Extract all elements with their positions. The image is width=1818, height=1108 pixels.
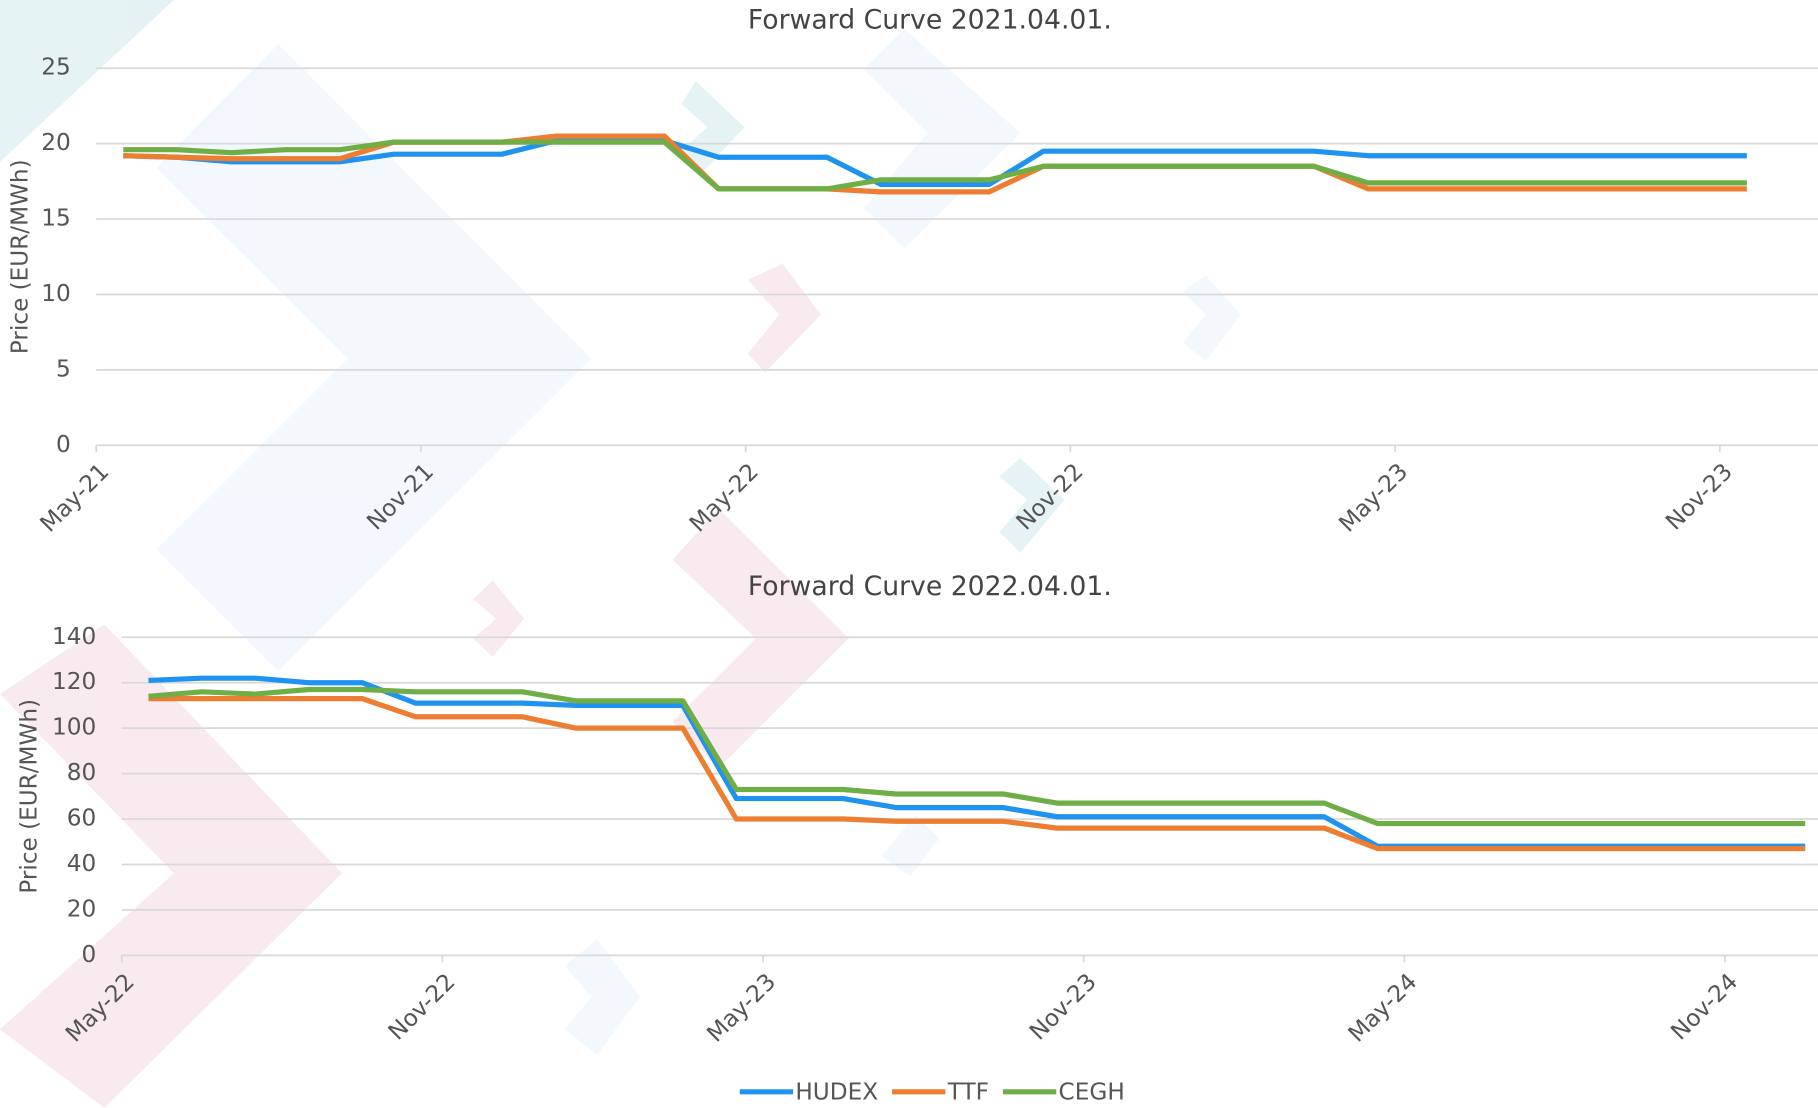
x-tick-label: Nov-24 (1666, 969, 1743, 1046)
page: Forward Curve 2021.04.01. Price (EUR/MWh)… (0, 0, 1818, 1108)
x-tick-label: Nov-23 (1025, 969, 1102, 1046)
y-tick-label: 10 (41, 281, 71, 307)
x-tick-label: May-24 (1344, 969, 1423, 1048)
y-tick-label: 20 (67, 896, 97, 922)
y-tick-label: 60 (67, 806, 97, 832)
legend-label: CEGH (1059, 1079, 1125, 1105)
y-tick-label: 80 (67, 760, 97, 786)
legend-label: HUDEX (795, 1079, 878, 1105)
chart: Forward Curve 2021.04.01. Price (EUR/MWh)… (0, 0, 1818, 1108)
legend-label: TTF (947, 1079, 989, 1105)
y-tick-label: 15 (41, 206, 71, 232)
y-tick-label: 5 (56, 356, 71, 382)
y-tick-label: 40 (67, 851, 97, 877)
x-tick-label: May-23 (1334, 459, 1413, 538)
y-tick-label: 0 (56, 432, 71, 458)
x-tick-label: May-23 (702, 969, 781, 1048)
chart-title: Forward Curve 2021.04.01. (748, 4, 1112, 35)
y-tick-label: 0 (81, 942, 96, 968)
y-tick-label: 140 (52, 624, 96, 650)
y-tick-label: 100 (52, 715, 96, 741)
y-axis-label: Price (EUR/MWh) (17, 699, 43, 894)
y-tick-label: 25 (41, 55, 71, 81)
chart-title: Forward Curve 2022.04.01. (748, 571, 1112, 602)
y-axis-label: Price (EUR/MWh) (7, 159, 33, 354)
x-tick-label: May-21 (36, 459, 115, 538)
y-tick-label: 20 (41, 130, 71, 156)
x-tick-label: Nov-22 (384, 969, 461, 1046)
y-tick-label: 120 (52, 669, 96, 695)
x-tick-label: Nov-23 (1661, 459, 1738, 536)
